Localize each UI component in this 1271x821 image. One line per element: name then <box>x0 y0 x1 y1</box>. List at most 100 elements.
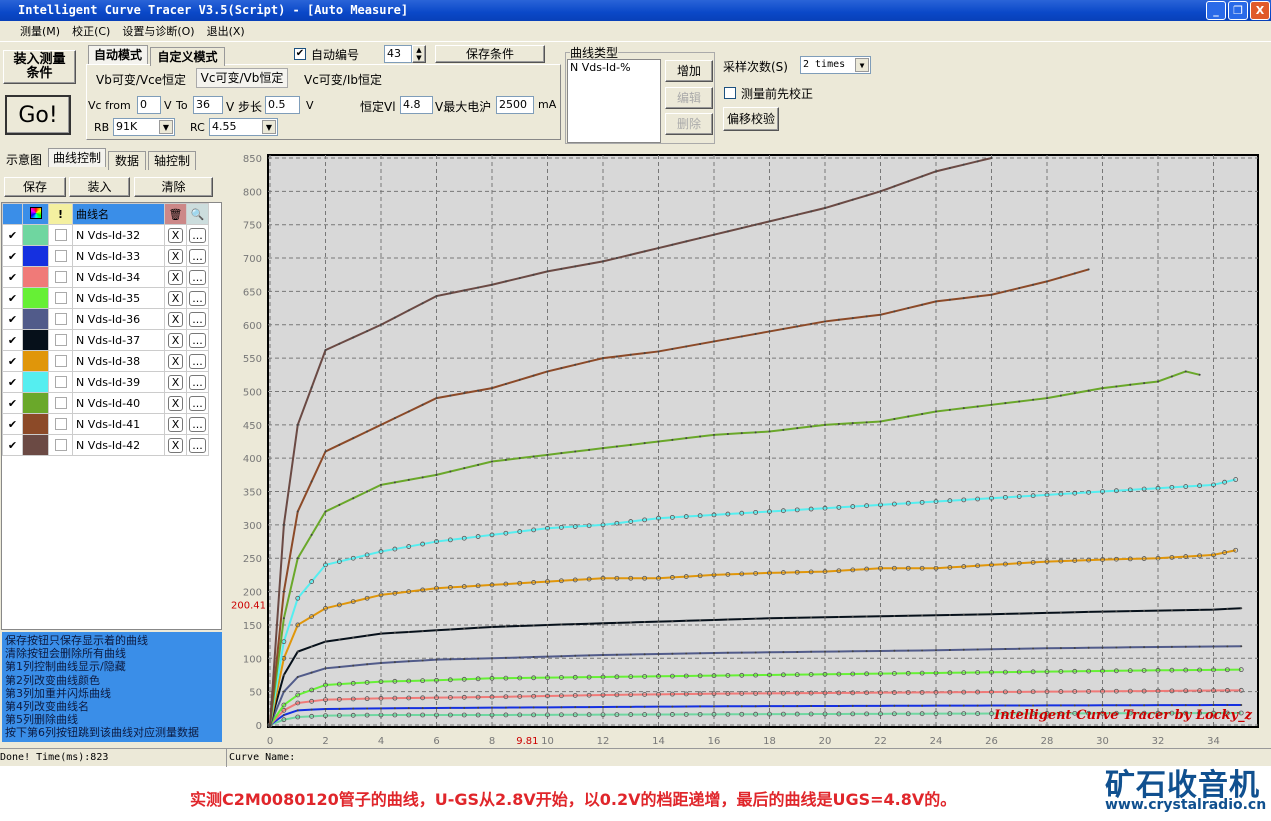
sample-count-select[interactable]: 2 times ▼ <box>800 56 871 74</box>
go-button[interactable]: Go! <box>5 95 71 135</box>
visible-checkbox[interactable]: ✔ <box>2 371 23 393</box>
color-swatch[interactable] <box>22 266 49 288</box>
color-swatch[interactable] <box>22 287 49 309</box>
tab-data[interactable]: 数据 <box>108 151 146 170</box>
visible-checkbox[interactable]: ✔ <box>2 329 23 351</box>
close-button[interactable]: X <box>1250 1 1270 20</box>
color-swatch[interactable] <box>22 371 49 393</box>
tab-curve-control[interactable]: 曲线控制 <box>48 148 106 167</box>
highlight-checkbox[interactable] <box>48 434 73 456</box>
jump-data-button[interactable]: ... <box>186 329 209 351</box>
jump-data-button[interactable]: ... <box>186 224 209 246</box>
menu-exit[interactable]: 退出(X) <box>206 25 245 38</box>
highlight-checkbox[interactable] <box>48 224 73 246</box>
curve-name-cell[interactable]: N Vds-Id-39 <box>72 371 165 393</box>
maximize-button[interactable]: ❐ <box>1228 1 1248 20</box>
visible-checkbox[interactable]: ✔ <box>2 224 23 246</box>
jump-data-button[interactable]: ... <box>186 266 209 288</box>
curve-name-cell[interactable]: N Vds-Id-42 <box>72 434 165 456</box>
step-input[interactable]: 0.5 <box>265 96 300 114</box>
highlight-checkbox[interactable] <box>48 413 73 435</box>
tab-custom-mode[interactable]: 自定义模式 <box>150 47 225 66</box>
tab-schematic[interactable]: 示意图 <box>2 151 46 169</box>
load-conditions-button[interactable]: 装入测量 条件 <box>3 50 76 84</box>
visible-checkbox[interactable]: ✔ <box>2 392 23 414</box>
tab-axis-control[interactable]: 轴控制 <box>148 151 196 170</box>
visible-checkbox[interactable]: ✔ <box>2 350 23 372</box>
highlight-checkbox[interactable] <box>48 371 73 393</box>
visible-checkbox[interactable]: ✔ <box>2 266 23 288</box>
delete-button[interactable]: 删除 <box>665 113 713 135</box>
delete-curve-button[interactable]: X <box>164 245 187 267</box>
edit-button[interactable]: 编辑 <box>665 87 713 109</box>
auto-number-input[interactable]: 43 <box>384 45 412 63</box>
curve-name-cell[interactable]: N Vds-Id-34 <box>72 266 165 288</box>
color-swatch[interactable] <box>22 245 49 267</box>
delete-curve-button[interactable]: X <box>164 371 187 393</box>
jump-data-button[interactable]: ... <box>186 434 209 456</box>
clear-curves-button[interactable]: 清除 <box>134 177 213 197</box>
curve-name-cell[interactable]: N Vds-Id-41 <box>72 413 165 435</box>
jump-data-button[interactable]: ... <box>186 287 209 309</box>
highlight-checkbox[interactable] <box>48 350 73 372</box>
highlight-checkbox[interactable] <box>48 266 73 288</box>
color-swatch[interactable] <box>22 392 49 414</box>
jump-data-button[interactable]: ... <box>186 308 209 330</box>
color-swatch[interactable] <box>22 350 49 372</box>
tab-auto-mode[interactable]: 自动模式 <box>88 45 148 64</box>
curve-name-cell[interactable]: N Vds-Id-35 <box>72 287 165 309</box>
highlight-checkbox[interactable] <box>48 392 73 414</box>
highlight-checkbox[interactable] <box>48 287 73 309</box>
curve-name-cell[interactable]: N Vds-Id-36 <box>72 308 165 330</box>
delete-curve-button[interactable]: X <box>164 350 187 372</box>
curve-type-list[interactable]: N Vds-Id-% <box>567 59 661 143</box>
to-input[interactable]: 36 <box>193 96 223 114</box>
visible-checkbox[interactable]: ✔ <box>2 434 23 456</box>
save-curves-button[interactable]: 保存 <box>4 177 66 197</box>
menu-settings[interactable]: 设置与诊断(O) <box>122 25 195 38</box>
jump-data-button[interactable]: ... <box>186 392 209 414</box>
color-swatch[interactable] <box>22 413 49 435</box>
curve-name-cell[interactable]: N Vds-Id-38 <box>72 350 165 372</box>
menu-measure[interactable]: 测量(M) <box>20 25 61 38</box>
visible-checkbox[interactable]: ✔ <box>2 308 23 330</box>
curve-type-item[interactable]: N Vds-Id-% <box>570 61 631 74</box>
visible-checkbox[interactable]: ✔ <box>2 245 23 267</box>
offset-check-button[interactable]: 偏移校验 <box>723 107 779 131</box>
color-swatch[interactable] <box>22 434 49 456</box>
highlight-checkbox[interactable] <box>48 329 73 351</box>
vc-from-input[interactable]: 0 <box>137 96 161 114</box>
rb-select[interactable]: 91K ▼ <box>113 118 175 136</box>
delete-curve-button[interactable]: X <box>164 308 187 330</box>
jump-data-button[interactable]: ... <box>186 413 209 435</box>
delete-curve-button[interactable]: X <box>164 434 187 456</box>
delete-curve-button[interactable]: X <box>164 413 187 435</box>
visible-checkbox[interactable]: ✔ <box>2 413 23 435</box>
delete-curve-button[interactable]: X <box>164 287 187 309</box>
precalibrate-checkbox[interactable] <box>724 87 736 99</box>
const-v-input[interactable]: 4.8 <box>400 96 433 114</box>
add-button[interactable]: 增加 <box>665 60 713 82</box>
highlight-checkbox[interactable] <box>48 245 73 267</box>
jump-data-button[interactable]: ... <box>186 371 209 393</box>
subtab-vc-variable-ib[interactable]: Vc可变/Ib恒定 <box>304 73 383 87</box>
subtab-vc-variable-vb[interactable]: Vc可变/Vb恒定 <box>196 68 288 88</box>
load-curves-button[interactable]: 装入 <box>69 177 130 197</box>
delete-curve-button[interactable]: X <box>164 266 187 288</box>
color-swatch[interactable] <box>22 224 49 246</box>
color-swatch[interactable] <box>22 329 49 351</box>
save-conditions-button[interactable]: 保存条件 <box>435 45 545 63</box>
rc-select[interactable]: 4.55 ▼ <box>209 118 278 136</box>
subtab-vb-variable[interactable]: Vb可变/Vce恒定 <box>96 73 187 87</box>
delete-curve-button[interactable]: X <box>164 392 187 414</box>
auto-number-spinner[interactable]: ▲ ▼ <box>412 45 426 63</box>
color-swatch[interactable] <box>22 308 49 330</box>
delete-curve-button[interactable]: X <box>164 329 187 351</box>
curve-name-cell[interactable]: N Vds-Id-33 <box>72 245 165 267</box>
jump-data-button[interactable]: ... <box>186 350 209 372</box>
auto-number-checkbox[interactable]: ✔ <box>294 48 306 60</box>
highlight-checkbox[interactable] <box>48 308 73 330</box>
jump-data-button[interactable]: ... <box>186 245 209 267</box>
curve-name-cell[interactable]: N Vds-Id-40 <box>72 392 165 414</box>
visible-checkbox[interactable]: ✔ <box>2 287 23 309</box>
